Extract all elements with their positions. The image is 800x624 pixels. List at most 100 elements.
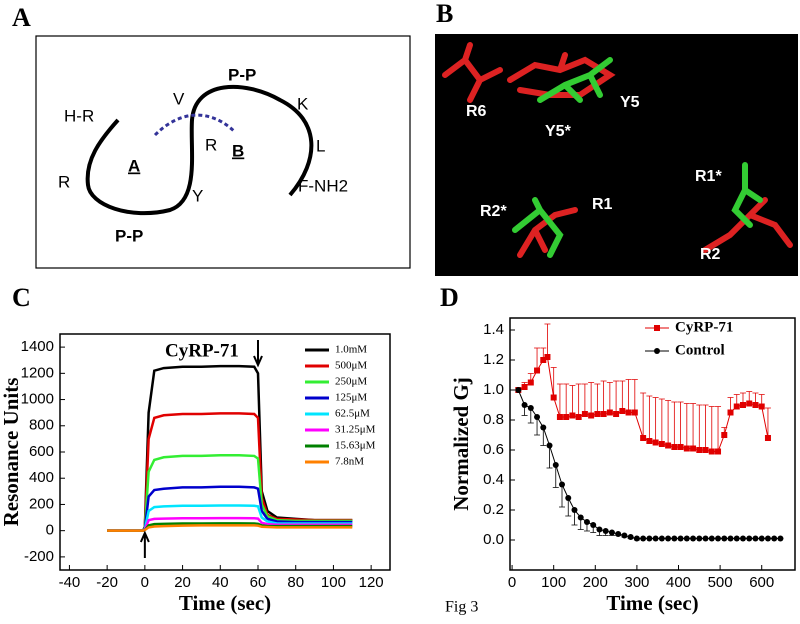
- x-tick-label: 20: [174, 574, 191, 591]
- marker: [515, 387, 522, 393]
- y-tick-label: 0.6: [483, 441, 504, 458]
- x-tick-label: 600: [749, 574, 774, 591]
- legend-label: 15.63μM: [335, 440, 376, 452]
- caption: Fig 3: [445, 599, 478, 616]
- error-bar: [559, 484, 566, 508]
- error-bar: [534, 347, 541, 371]
- marker: [613, 411, 620, 417]
- y-tick-label: 1000: [21, 391, 54, 408]
- legend-label: 31.25μM: [335, 424, 376, 436]
- residue-label: K: [297, 94, 309, 113]
- y-tick-label: 1.4: [483, 321, 504, 338]
- legend-marker: [654, 325, 660, 331]
- residue-label: Y5: [620, 94, 640, 111]
- error-bar: [546, 445, 553, 469]
- marker: [671, 535, 678, 542]
- legend-label: 500μM: [335, 360, 367, 372]
- x-tick-label: 100: [541, 574, 566, 591]
- y-tick-label: -200: [24, 548, 54, 565]
- x-tick-label: 80: [287, 574, 304, 591]
- marker: [715, 535, 722, 542]
- peptide-backbone: [85, 84, 314, 216]
- marker: [665, 535, 672, 542]
- residue-label: Y: [192, 186, 203, 205]
- x-tick-label: 0: [141, 574, 149, 591]
- marker: [702, 535, 709, 542]
- legend-label: 125μM: [335, 392, 367, 404]
- region-label: B: [232, 141, 244, 160]
- marker: [721, 535, 728, 542]
- marker: [556, 414, 563, 420]
- y-tick-label: 0.2: [483, 501, 504, 518]
- marker: [683, 535, 690, 542]
- error-bar: [652, 397, 659, 443]
- marker: [608, 529, 615, 536]
- y-tick-label: 0.0: [483, 531, 504, 548]
- marker: [746, 535, 753, 542]
- marker: [540, 424, 547, 431]
- error-bar: [631, 379, 638, 413]
- error-bar: [665, 400, 672, 446]
- marker: [715, 448, 722, 455]
- marker: [727, 409, 734, 416]
- y-tick-label: 200: [29, 495, 54, 512]
- marker: [581, 411, 588, 417]
- arrow: [253, 340, 263, 368]
- x-tick-label: 60: [250, 574, 267, 591]
- marker: [671, 444, 678, 450]
- y-tick-label: 400: [29, 469, 54, 486]
- region-label: A: [128, 156, 140, 175]
- legend-marker: [654, 348, 660, 354]
- x-tick-label: 200: [583, 574, 608, 591]
- error-bar: [544, 323, 551, 357]
- marker: [588, 412, 595, 419]
- y-tick-label: 1400: [21, 338, 54, 355]
- marker: [546, 442, 553, 449]
- annotation: CyRP-71: [165, 340, 239, 361]
- marker: [575, 414, 582, 420]
- marker: [652, 535, 659, 542]
- marker: [540, 357, 547, 363]
- error-bar: [606, 382, 613, 413]
- marker: [583, 519, 590, 525]
- marker: [606, 409, 613, 416]
- marker: [627, 534, 634, 540]
- x-tick-label: 400: [666, 574, 691, 591]
- error-bar: [534, 417, 541, 436]
- x-axis-title: Time (sec): [606, 591, 698, 615]
- marker: [777, 535, 784, 542]
- error-bar: [671, 401, 678, 447]
- marker: [534, 414, 541, 420]
- bond: [153, 113, 237, 137]
- y-tick-label: 0: [46, 522, 54, 539]
- residue-label: R2: [700, 246, 721, 263]
- marker: [625, 409, 632, 416]
- marker: [631, 409, 638, 416]
- marker: [619, 408, 626, 414]
- x-tick-label: -40: [59, 574, 81, 591]
- marker: [702, 447, 709, 453]
- marker: [621, 532, 628, 539]
- arrow: [139, 530, 150, 558]
- marker: [708, 535, 715, 542]
- marker: [677, 444, 684, 450]
- x-axis-title: Time (sec): [179, 591, 271, 615]
- marker: [527, 379, 534, 386]
- x-tick-label: 40: [212, 574, 229, 591]
- marker: [752, 402, 759, 408]
- error-bar: [594, 383, 601, 414]
- marker: [708, 448, 715, 455]
- y-tick-label: 600: [29, 443, 54, 460]
- error-bar: [677, 401, 684, 447]
- marker: [646, 535, 653, 542]
- marker: [577, 514, 584, 521]
- marker: [758, 535, 765, 542]
- marker: [521, 384, 528, 390]
- error-bar: [764, 407, 771, 438]
- x-tick-label: -20: [96, 574, 118, 591]
- x-tick-label: 300: [624, 574, 649, 591]
- error-bar: [696, 404, 703, 450]
- y-tick-label: 800: [29, 417, 54, 434]
- marker: [615, 531, 622, 537]
